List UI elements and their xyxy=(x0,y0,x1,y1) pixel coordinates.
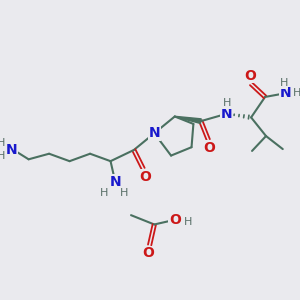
Text: O: O xyxy=(142,246,154,260)
Text: O: O xyxy=(203,141,215,155)
Text: N: N xyxy=(110,175,121,189)
Text: H: H xyxy=(100,188,108,198)
Text: N: N xyxy=(221,107,233,121)
Text: H: H xyxy=(223,98,231,109)
Text: H: H xyxy=(120,188,129,198)
Text: H: H xyxy=(292,88,300,98)
Text: H: H xyxy=(280,78,288,88)
Text: N: N xyxy=(280,86,291,100)
Text: N: N xyxy=(148,126,160,140)
Text: H: H xyxy=(0,138,5,148)
Text: O: O xyxy=(169,213,181,227)
Text: H: H xyxy=(0,151,5,160)
Text: O: O xyxy=(244,68,256,83)
Text: O: O xyxy=(139,170,151,184)
Text: H: H xyxy=(184,217,192,227)
Text: N: N xyxy=(6,143,18,157)
Polygon shape xyxy=(175,116,201,123)
